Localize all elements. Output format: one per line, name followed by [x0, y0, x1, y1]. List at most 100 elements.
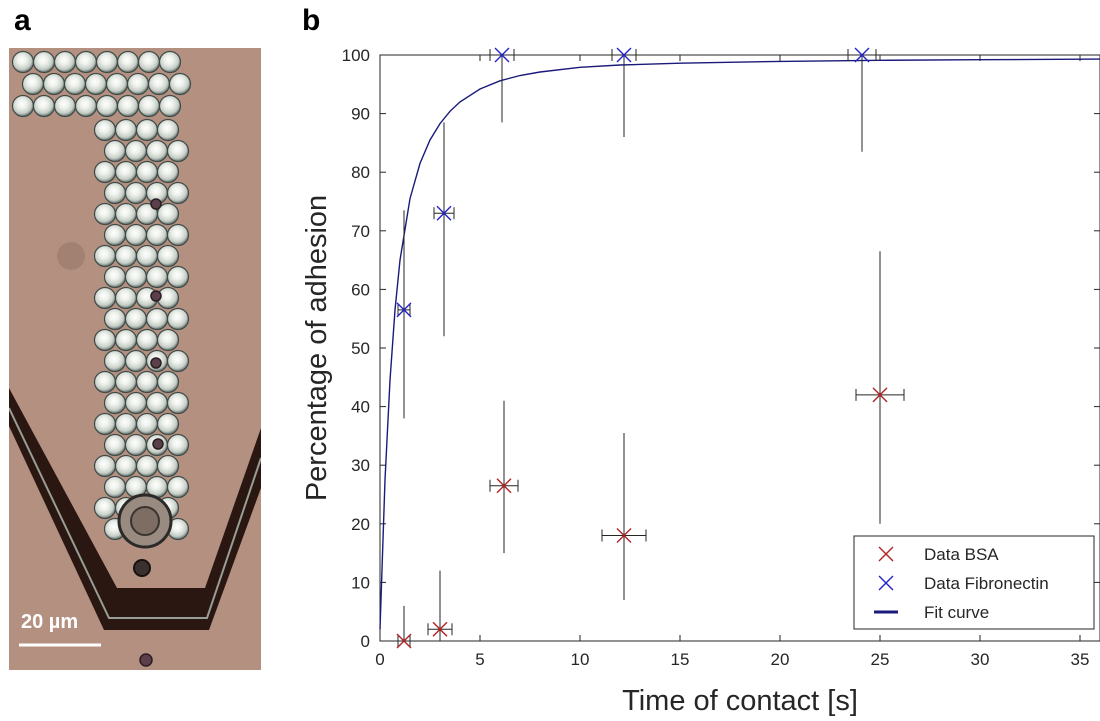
bead: [114, 412, 138, 436]
x-marker: [872, 387, 888, 403]
bead: [103, 307, 127, 331]
bead: [166, 181, 190, 205]
scale-bar-label: 20 µm: [21, 611, 78, 633]
data-point-data-bsa: [855, 251, 905, 524]
x-tick-label: 35: [1071, 650, 1090, 669]
bead: [156, 454, 180, 478]
bead: [156, 328, 180, 352]
microchannel-wall: [9, 388, 261, 630]
bead: [135, 412, 159, 436]
bead: [124, 307, 148, 331]
x-tick-label: 15: [671, 650, 690, 669]
legend-item: Fit curve: [874, 603, 989, 622]
x-marker: [616, 47, 632, 63]
y-tick-label: 90: [351, 105, 370, 124]
data-point-data-bsa: [427, 570, 453, 641]
bead: [145, 223, 169, 247]
bead: [166, 139, 190, 163]
data-point-data-fibronectin: [396, 210, 412, 419]
y-tick-label: 10: [351, 573, 370, 592]
bead: [42, 72, 66, 96]
bead: [53, 50, 77, 74]
bead: [135, 370, 159, 394]
y-tick-label: 40: [351, 398, 370, 417]
bead: [124, 139, 148, 163]
bead: [156, 118, 180, 142]
bead: [114, 160, 138, 184]
x-tick-label: 0: [375, 650, 384, 669]
bead-array: [11, 50, 192, 541]
bead: [95, 50, 119, 74]
bead: [93, 412, 117, 436]
x-tick-label: 10: [571, 650, 590, 669]
x-marker: [432, 621, 448, 637]
bead: [93, 496, 117, 520]
panel-label-a: a: [14, 4, 31, 37]
y-tick-label: 60: [351, 280, 370, 299]
x-marker: [854, 47, 870, 63]
x-marker: [616, 528, 632, 544]
fit-curve-layer: [379, 58, 1100, 630]
bead: [124, 433, 148, 457]
bead: [135, 328, 159, 352]
micrograph-image: 20 µm: [8, 48, 262, 670]
bead: [137, 94, 161, 118]
y-tick-label: 70: [351, 222, 370, 241]
bead: [135, 244, 159, 268]
bead: [93, 370, 117, 394]
bead: [114, 286, 138, 310]
bead: [93, 244, 117, 268]
bead: [114, 118, 138, 142]
bead: [124, 265, 148, 289]
adhesion-chart-panel: 0 5 10 15 20 25 30 35 0 10 20 30 40 50 60 70 80 90 100 Ti…: [296, 30, 1100, 717]
bead: [166, 265, 190, 289]
chart-legend: Data BSA Data Fibronectin Fit curve: [853, 535, 1095, 630]
bead: [166, 349, 190, 373]
bead: [63, 72, 87, 96]
bead: [103, 139, 127, 163]
legend-marker-swatch: [878, 546, 894, 562]
bead: [156, 244, 180, 268]
y-tick-label: 80: [351, 163, 370, 182]
bead: [114, 202, 138, 226]
bead: [116, 50, 140, 74]
y-tick-label: 30: [351, 456, 370, 475]
bead: [95, 94, 119, 118]
bead: [103, 181, 127, 205]
bead: [84, 72, 108, 96]
bead: [103, 433, 127, 457]
bead: [156, 202, 180, 226]
data-point-data-fibronectin: [433, 122, 455, 337]
bead: [103, 265, 127, 289]
bead: [103, 391, 127, 415]
bead: [114, 454, 138, 478]
x-marker: [396, 302, 412, 318]
legend-item: Data BSA: [878, 545, 999, 564]
bead: [114, 244, 138, 268]
bead: [124, 181, 148, 205]
bead: [145, 391, 169, 415]
data-point-data-bsa: [601, 432, 647, 600]
x-marker: [396, 633, 412, 649]
x-tick-label: 20: [771, 650, 790, 669]
bead: [135, 160, 159, 184]
x-axis-label: Time of contact [s]: [622, 685, 858, 716]
bead: [32, 94, 56, 118]
bead: [166, 475, 190, 499]
bead: [53, 94, 77, 118]
bead: [74, 50, 98, 74]
bead: [93, 202, 117, 226]
bead: [105, 72, 129, 96]
bead: [156, 370, 180, 394]
bead: [166, 223, 190, 247]
bead: [74, 94, 98, 118]
micrograph-panel: 20 µm: [8, 48, 262, 670]
legend-item: Data Fibronectin: [878, 574, 1049, 593]
bead: [11, 50, 35, 74]
y-tick-label: 100: [342, 46, 370, 65]
y-tick-label: 20: [351, 515, 370, 534]
bead: [93, 160, 117, 184]
bead: [103, 223, 127, 247]
bead: [156, 412, 180, 436]
legend-label: Data Fibronectin: [924, 574, 1049, 593]
